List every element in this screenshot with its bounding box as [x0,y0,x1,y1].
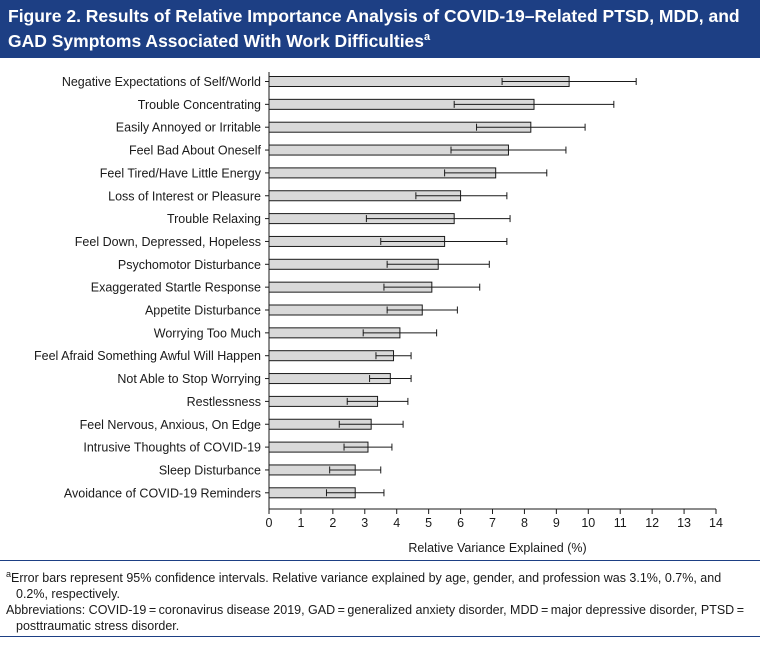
x-tick-label: 0 [266,516,273,530]
x-tick-label: 9 [553,516,560,530]
category-label: Worrying Too Much [154,326,261,340]
category-label: Not Able to Stop Worrying [117,372,261,386]
x-tick-label: 7 [489,516,496,530]
x-tick-label: 4 [393,516,400,530]
chart-panel: 0 1 2 3 4 5 6 7 8 9 10 11 12 13 14 Relative Variance Ex… [0,58,760,561]
category-label: Feel Nervous, Anxious, On Edge [80,418,261,432]
category-label: Appetite Disturbance [145,304,261,318]
x-tick-label: 3 [361,516,368,530]
x-tick-label: 1 [297,516,304,530]
category-label: Loss of Interest or Pleasure [108,189,261,203]
category-label: Avoidance of COVID-19 Reminders [64,486,261,500]
x-tick-label: 8 [521,516,528,530]
category-label: Feel Afraid Something Awful Will Happen [34,349,261,363]
category-label: Exaggerated Startle Response [91,281,261,295]
footnote-marker: a [6,569,12,579]
x-tick-label: 13 [677,516,691,530]
category-label: Trouble Concentrating [138,98,261,112]
footnote-text: Error bars represent 95% confidence inte… [11,571,722,602]
bottom-divider [0,636,760,637]
x-tick-label: 11 [614,516,627,530]
figure-notes: aError bars represent 95% confidence int… [6,566,756,634]
x-tick-label: 2 [329,516,336,530]
x-tick-label: 10 [581,516,595,530]
category-label: Feel Down, Depressed, Hopeless [75,235,261,249]
bar [268,350,395,362]
x-tick-label: 12 [645,516,659,530]
x-tick-label: 5 [425,516,432,530]
category-label: Trouble Relaxing [167,212,261,226]
abbreviations: Abbreviations: COVID-19 = coronavirus di… [6,603,747,634]
category-label: Sleep Disturbance [159,463,261,477]
figure-title: Figure 2. Results of Relative Importance… [0,0,760,58]
category-label: Psychomotor Disturbance [118,258,261,272]
category-label: Feel Bad About Oneself [129,144,262,158]
category-label: Feel Tired/Have Little Energy [100,166,262,180]
title-footnote-marker: a [424,31,431,43]
x-tick-label: 6 [457,516,464,530]
category-label: Easily Annoyed or Irritable [116,121,261,135]
category-label: Restlessness [187,395,261,409]
category-label: Negative Expectations of Self/World [62,75,261,89]
x-tick-label: 14 [709,516,723,530]
category-label: Intrusive Thoughts of COVID-19 [83,441,261,455]
x-axis-title: Relative Variance Explained (%) [408,541,586,555]
figure-title-text: Figure 2. Results of Relative Importance… [8,6,740,51]
footnote: aError bars represent 95% confidence int… [6,566,756,602]
